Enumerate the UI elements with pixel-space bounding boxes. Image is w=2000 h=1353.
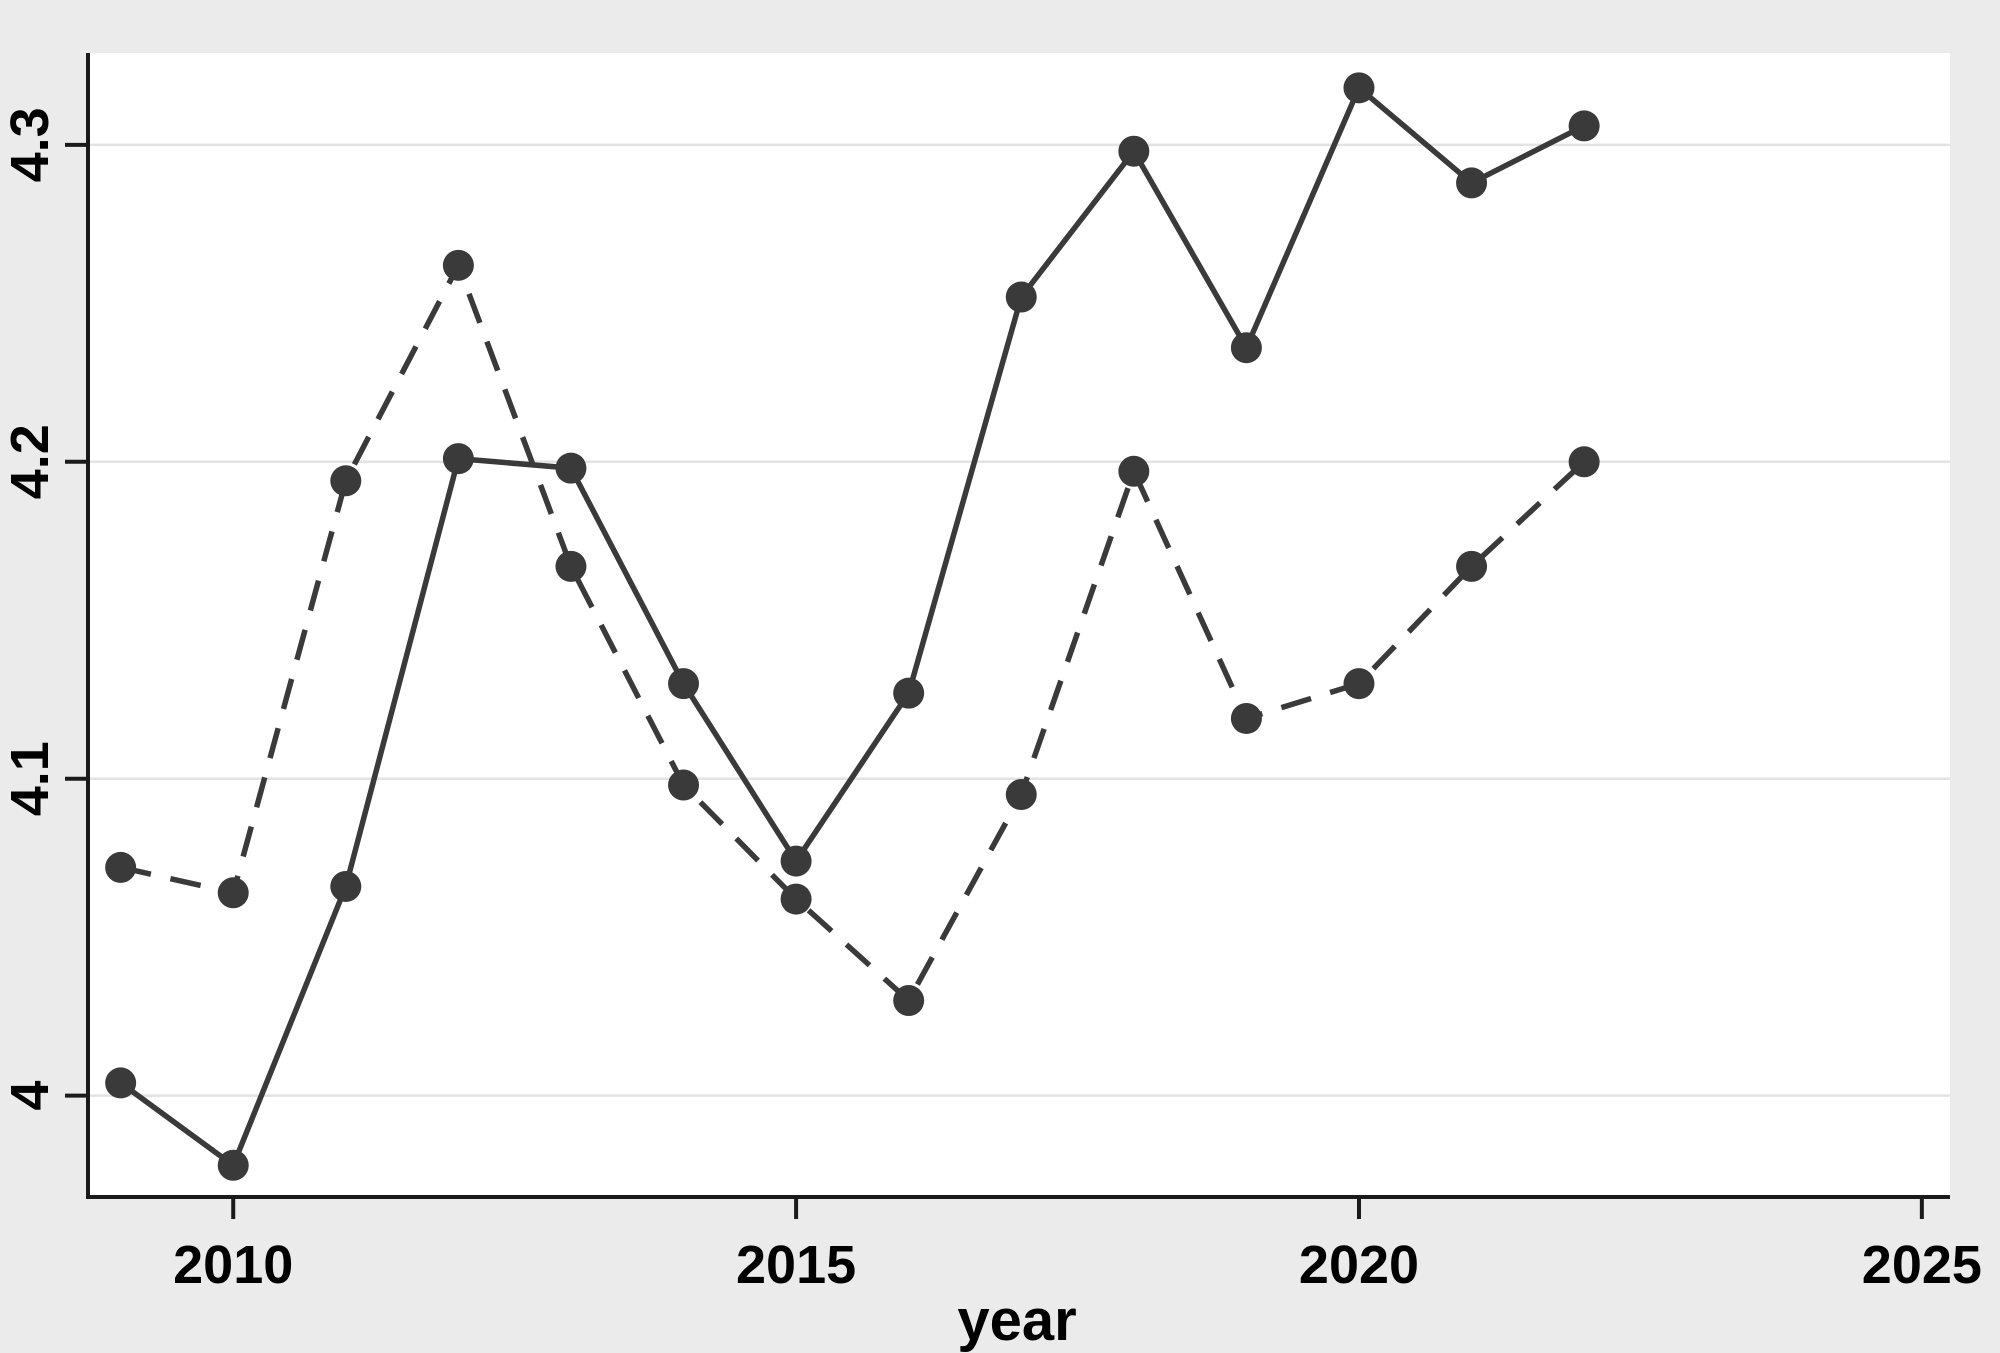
data-point-marker [1456,167,1488,199]
y-tick-labels: 4 4.1 4.2 4.3 [0,107,60,1110]
data-point-marker [330,870,362,902]
x-tick-label: 2015 [736,1235,856,1295]
gridlines [88,143,1950,1097]
data-point-marker [555,452,587,484]
y-tick-label: 4 [0,1081,60,1111]
data-point-marker [1230,332,1262,364]
data-point-marker [1568,446,1600,478]
y-tick-label: 4.1 [0,741,60,816]
dashed-line-series-path [120,262,1587,1004]
y-tick-label: 4.3 [0,107,60,182]
data-point-marker [442,249,474,281]
data-point-marker [780,845,812,877]
series-solid [105,72,1600,1181]
data-point-marker [893,677,925,709]
data-point-marker [217,877,249,909]
data-point-marker [217,1149,249,1181]
x-axis-title: year [957,1288,1076,1353]
data-point-marker [1005,779,1037,811]
plot-area [88,53,1950,1197]
data-point-marker [780,883,812,915]
data-point-marker [893,985,925,1017]
data-point-marker [1118,455,1150,487]
series-dashed [105,249,1600,1017]
x-tick-labels: 2010 2015 2020 2025 [173,1235,1982,1295]
data-point-marker [1230,702,1262,734]
data-point-marker [1343,668,1375,700]
y-tick-label: 4.2 [0,424,60,499]
data-point-marker [330,465,362,497]
data-point-marker [105,1067,137,1099]
solid-line-series-path [119,85,1586,1169]
axes [86,53,1950,1199]
data-point-marker [555,550,587,582]
data-point-marker [1118,135,1150,167]
data-point-marker [1343,72,1375,104]
data-point-marker [668,668,700,700]
data-point-marker [1456,550,1488,582]
x-tick-label: 2010 [173,1235,293,1295]
data-point-marker [442,443,474,475]
data-point-marker [105,851,137,883]
data-point-marker [1005,281,1037,313]
data-point-marker [1568,110,1600,142]
data-point-marker [668,769,700,801]
axis-ticks [65,142,1924,1219]
x-tick-label: 2025 [1862,1235,1982,1295]
x-tick-label: 2020 [1299,1235,1419,1295]
